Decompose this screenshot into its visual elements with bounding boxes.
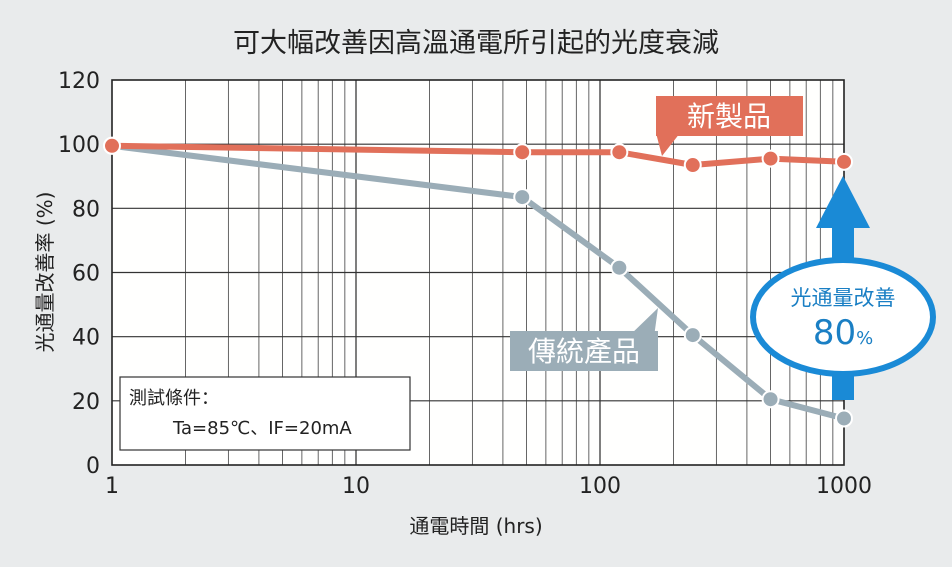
conditions-label: 測試條件： [129,388,219,409]
series-tag-legacy-box [510,331,658,371]
x-axis-label: 通電時間 (hrs) [409,514,542,538]
x-tick-label: 10 [342,474,370,499]
y-tick-label: 120 [58,69,100,94]
improvement-value: 80 [813,313,856,353]
conditions-box: 測試條件： Ta=85℃、IF=20mA [119,376,411,451]
series-tag-legacy-label: 傳統產品 [528,335,640,368]
series-tag-new-pointer [656,133,680,156]
data-point [610,258,629,277]
data-point [761,149,780,168]
y-tick-label: 60 [72,262,100,287]
series-tag-legacy: 傳統產品 [510,308,658,371]
y-axis-label: 光通量改善率 (%) [33,192,57,353]
data-point [761,390,780,409]
series-line [109,142,847,168]
data-point [103,136,121,155]
conditions-value: Ta=85℃、IF=20mA [172,418,352,439]
data-point [835,409,853,428]
x-tick-label: 1000 [816,474,872,499]
x-tick-label: 100 [579,474,621,499]
series-tag-new-label: 新製品 [687,100,771,133]
improvement-badge-value: 80% [813,313,873,353]
y-tick-label: 100 [58,133,100,158]
y-tick-label: 0 [86,454,100,479]
data-point [835,152,853,171]
y-tick-label: 20 [72,390,100,415]
series-new-product [103,136,853,175]
data-point [513,188,532,207]
improvement-unit: % [856,328,873,349]
y-tick-label: 80 [72,197,100,222]
series-tag-legacy-pointer [628,308,658,337]
data-point [683,326,702,345]
data-point [513,143,532,162]
series-tag-new: 新製品 [656,96,803,156]
x-axis-ticks: 1 10 100 1000 [105,474,872,499]
series-layer [103,136,853,428]
series-tag-new-box [656,96,803,136]
series-line [109,142,847,422]
grid-lines [112,80,844,465]
improvement-arrow-head [816,176,870,228]
data-point [683,156,702,175]
improvement-badge [750,257,936,377]
y-axis-ticks: 0 20 40 60 80 100 120 [58,69,100,479]
data-point [610,143,629,162]
improvement-badge-title: 光通量改善 [791,286,896,310]
y-tick-label: 40 [72,326,100,351]
conditions-frame [119,376,411,451]
x-tick-label: 1 [105,474,119,499]
chart-title: 可大幅改善因高溫通電所引起的光度衰減 [233,28,719,59]
improvement-indicator: 光通量改善 80% [750,176,936,400]
